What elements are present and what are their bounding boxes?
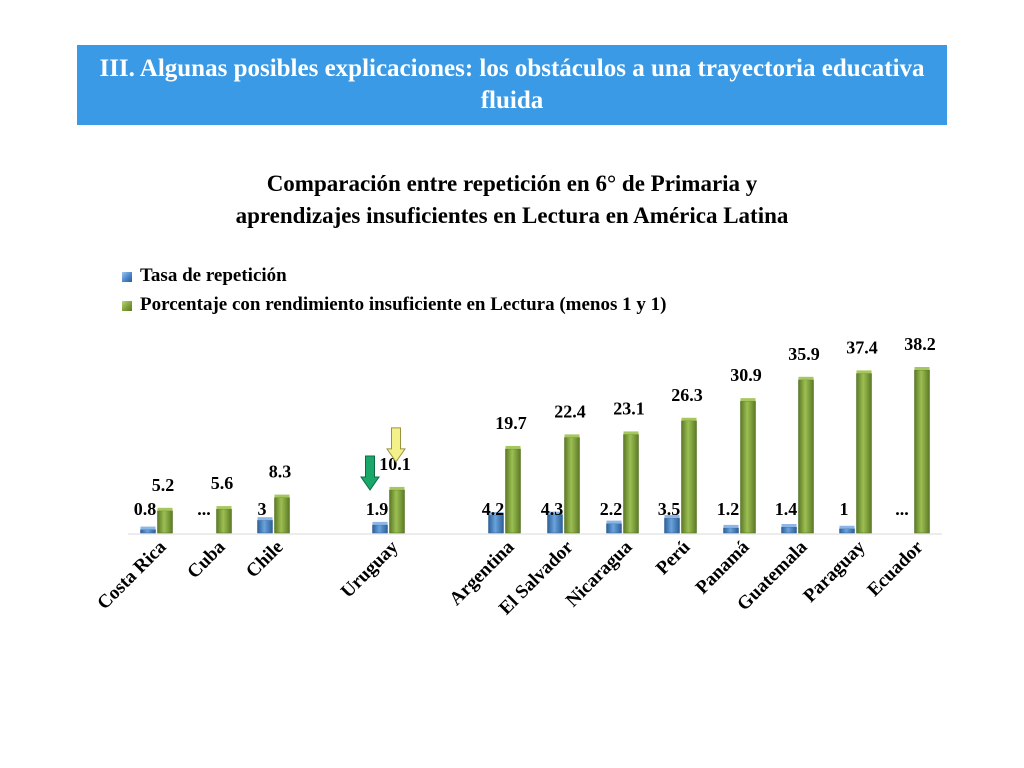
bar-repeticion-9 xyxy=(781,526,797,534)
x-tick-label-2: Chile xyxy=(242,537,287,582)
arrow-down-icon-0 xyxy=(360,455,380,491)
bar-lectura-6 xyxy=(623,434,639,534)
bar-top-repeticion-4 xyxy=(488,512,504,516)
data-label-repeticion-5: 4.3 xyxy=(541,499,564,519)
bar-top-repeticion-0 xyxy=(140,526,156,530)
bar-repeticion-10 xyxy=(839,528,855,534)
data-label-repeticion-3: 1.9 xyxy=(366,499,389,519)
bar-top-lectura-10 xyxy=(856,370,872,374)
data-label-lectura-6: 23.1 xyxy=(613,398,645,418)
x-tick-label-1: Cuba xyxy=(183,536,230,583)
bar-repeticion-8 xyxy=(723,527,739,534)
bar-top-lectura-8 xyxy=(740,398,756,402)
data-label-repeticion-8: 1.2 xyxy=(717,499,740,519)
data-label-repeticion-2: 3 xyxy=(258,499,267,519)
data-label-lectura-5: 22.4 xyxy=(554,401,586,421)
legend-label-repeticion: Tasa de repetición xyxy=(140,264,287,286)
data-label-repeticion-1: ... xyxy=(197,499,211,519)
data-label-repeticion-0: 0.8 xyxy=(134,499,157,519)
legend-label-lectura: Porcentaje con rendimiento insuficiente … xyxy=(140,293,667,315)
data-label-lectura-0: 5.2 xyxy=(152,475,175,495)
bar-lectura-8 xyxy=(740,400,756,534)
bar-top-repeticion-10 xyxy=(839,525,855,529)
data-label-lectura-11: 38.2 xyxy=(904,334,936,354)
data-label-repeticion-11: ... xyxy=(895,499,909,519)
bar-repeticion-0 xyxy=(140,529,156,534)
bar-lectura-11 xyxy=(914,369,930,534)
bar-top-lectura-1 xyxy=(216,506,232,510)
bar-repeticion-7 xyxy=(664,517,680,534)
legend-item-repeticion: Tasa de repetición xyxy=(122,261,666,290)
data-label-repeticion-4: 4.2 xyxy=(482,499,505,519)
bar-repeticion-3 xyxy=(372,524,388,534)
chart-title-line-1: Comparación entre repetición en 6° de Pr… xyxy=(266,171,758,196)
bar-top-lectura-5 xyxy=(564,434,580,438)
slide-header: III. Algunas posibles explicaciones: los… xyxy=(77,45,947,125)
bar-top-lectura-11 xyxy=(914,367,930,370)
bar-top-lectura-2 xyxy=(274,494,290,498)
slide-title: III. Algunas posibles explicaciones: los… xyxy=(99,55,925,114)
bar-lectura-1 xyxy=(216,508,232,534)
data-label-repeticion-10: 1 xyxy=(840,499,849,519)
bar-top-lectura-7 xyxy=(681,417,697,421)
x-tick-label-3: Uruguay xyxy=(337,536,403,602)
chart-legend: Tasa de repetición Porcentaje con rendim… xyxy=(122,261,666,319)
data-label-lectura-9: 35.9 xyxy=(788,344,820,364)
data-label-repeticion-9: 1.4 xyxy=(775,499,798,519)
bar-repeticion-6 xyxy=(606,523,622,534)
bar-top-repeticion-7 xyxy=(664,515,680,519)
chart-title-line-2: aprendizajes insuficientes en Lectura en… xyxy=(235,203,789,228)
x-tick-label-11: Ecuador xyxy=(863,536,928,601)
bar-top-repeticion-2 xyxy=(257,517,273,521)
bar-top-repeticion-3 xyxy=(372,521,388,525)
bar-top-lectura-9 xyxy=(798,376,814,380)
bar-lectura-2 xyxy=(274,497,290,534)
x-tick-label-7: Perú xyxy=(652,536,695,579)
legend-swatch-lectura xyxy=(122,300,132,311)
bar-lectura-3 xyxy=(389,489,405,534)
chart-title: Comparación entre repetición en 6° de Pr… xyxy=(100,168,924,232)
data-label-lectura-2: 8.3 xyxy=(269,462,292,482)
bar-lectura-10 xyxy=(856,373,872,534)
legend-item-lectura: Porcentaje con rendimiento insuficiente … xyxy=(122,290,666,319)
bar-top-lectura-6 xyxy=(623,431,639,435)
bar-lectura-5 xyxy=(564,437,580,534)
data-label-lectura-3: 10.1 xyxy=(379,454,411,474)
data-label-lectura-4: 19.7 xyxy=(495,413,527,433)
data-label-lectura-1: 5.6 xyxy=(211,473,234,493)
data-label-lectura-10: 37.4 xyxy=(846,337,878,357)
arrow-down-icon-1 xyxy=(386,427,406,463)
data-label-lectura-8: 30.9 xyxy=(730,365,762,385)
bar-lectura-9 xyxy=(798,379,814,534)
bar-top-repeticion-9 xyxy=(781,524,797,528)
bar-lectura-7 xyxy=(681,420,697,534)
bar-top-lectura-4 xyxy=(505,445,521,449)
data-label-repeticion-7: 3.5 xyxy=(658,499,681,519)
x-tick-label-10: Paraguay xyxy=(799,536,869,606)
data-label-lectura-7: 26.3 xyxy=(671,385,703,405)
bar-top-repeticion-6 xyxy=(606,520,622,524)
bar-top-repeticion-8 xyxy=(723,524,739,528)
bar-repeticion-2 xyxy=(257,519,273,534)
bar-lectura-0 xyxy=(157,510,173,534)
legend-swatch-repeticion xyxy=(122,271,132,282)
x-tick-label-0: Costa Rica xyxy=(93,536,171,614)
bar-top-lectura-3 xyxy=(389,486,405,490)
bar-top-lectura-0 xyxy=(157,507,173,511)
bar-top-repeticion-5 xyxy=(547,511,563,515)
bar-lectura-4 xyxy=(505,448,521,534)
data-label-repeticion-6: 2.2 xyxy=(600,499,623,519)
